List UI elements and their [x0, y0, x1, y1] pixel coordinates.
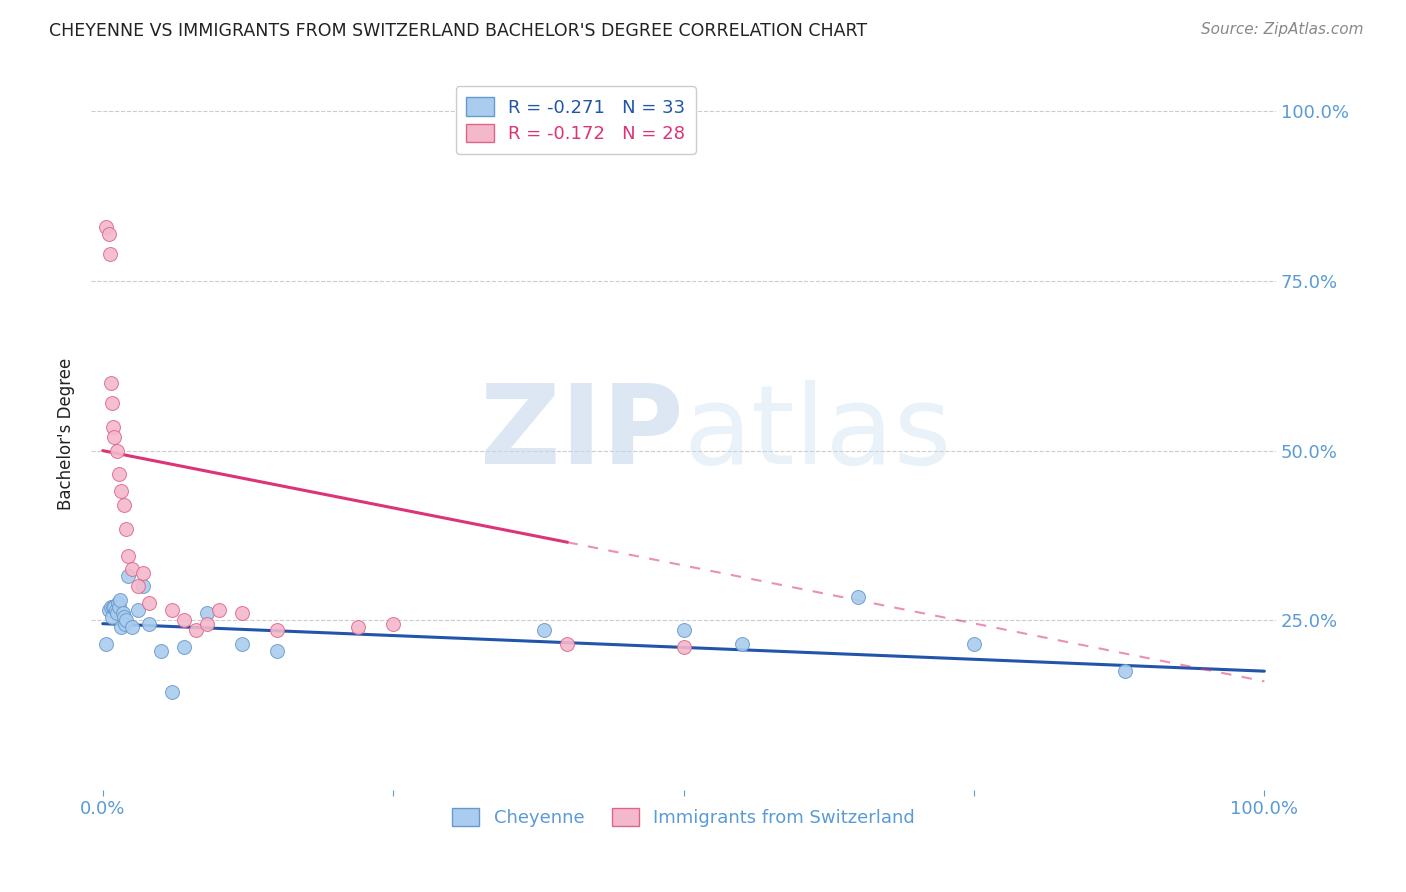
Point — [105, 443, 128, 458]
Point — [117, 569, 139, 583]
Point — [96, 219, 118, 234]
Text: CHEYENNE VS IMMIGRANTS FROM SWITZERLAND BACHELOR'S DEGREE CORRELATION CHART: CHEYENNE VS IMMIGRANTS FROM SWITZERLAND … — [49, 22, 868, 40]
Point — [672, 640, 695, 655]
Point — [107, 596, 129, 610]
Point — [127, 579, 149, 593]
Point — [105, 607, 128, 621]
Point — [97, 227, 120, 241]
Text: ZIP: ZIP — [481, 380, 683, 487]
Point — [533, 624, 555, 638]
Point — [846, 590, 869, 604]
Point — [101, 396, 124, 410]
Point — [127, 603, 149, 617]
Point — [110, 620, 132, 634]
Point — [132, 566, 155, 580]
Point — [963, 637, 986, 651]
Point — [103, 599, 125, 614]
Point — [110, 484, 132, 499]
Point — [184, 624, 207, 638]
Point — [121, 562, 143, 576]
Point — [115, 522, 138, 536]
Point — [231, 637, 253, 651]
Text: Source: ZipAtlas.com: Source: ZipAtlas.com — [1201, 22, 1364, 37]
Point — [101, 610, 124, 624]
Point — [173, 640, 195, 655]
Point — [115, 613, 138, 627]
Point — [195, 616, 218, 631]
Point — [100, 376, 122, 390]
Point — [121, 620, 143, 634]
Point — [382, 616, 405, 631]
Point — [98, 247, 121, 261]
Point — [103, 599, 125, 614]
Point — [108, 467, 131, 482]
Point — [162, 603, 184, 617]
Y-axis label: Bachelor's Degree: Bachelor's Degree — [58, 358, 75, 510]
Point — [208, 603, 231, 617]
Point — [730, 637, 752, 651]
Point — [108, 593, 131, 607]
Point — [112, 610, 135, 624]
Point — [195, 607, 218, 621]
Point — [103, 420, 125, 434]
Point — [557, 637, 579, 651]
Text: atlas: atlas — [683, 380, 952, 487]
Point — [111, 607, 134, 621]
Point — [100, 599, 122, 614]
Point — [117, 549, 139, 563]
Point — [108, 599, 131, 614]
Point — [96, 637, 118, 651]
Point — [173, 613, 195, 627]
Point — [149, 644, 172, 658]
Point — [1114, 664, 1136, 678]
Point — [162, 684, 184, 698]
Point — [138, 616, 160, 631]
Point — [266, 624, 288, 638]
Point — [112, 498, 135, 512]
Point — [138, 596, 160, 610]
Legend: Cheyenne, Immigrants from Switzerland: Cheyenne, Immigrants from Switzerland — [446, 800, 922, 834]
Point — [103, 430, 125, 444]
Point — [266, 644, 288, 658]
Point — [347, 620, 370, 634]
Point — [104, 603, 127, 617]
Point — [231, 607, 253, 621]
Point — [97, 603, 120, 617]
Point — [114, 616, 136, 631]
Point — [132, 579, 155, 593]
Point — [672, 624, 695, 638]
